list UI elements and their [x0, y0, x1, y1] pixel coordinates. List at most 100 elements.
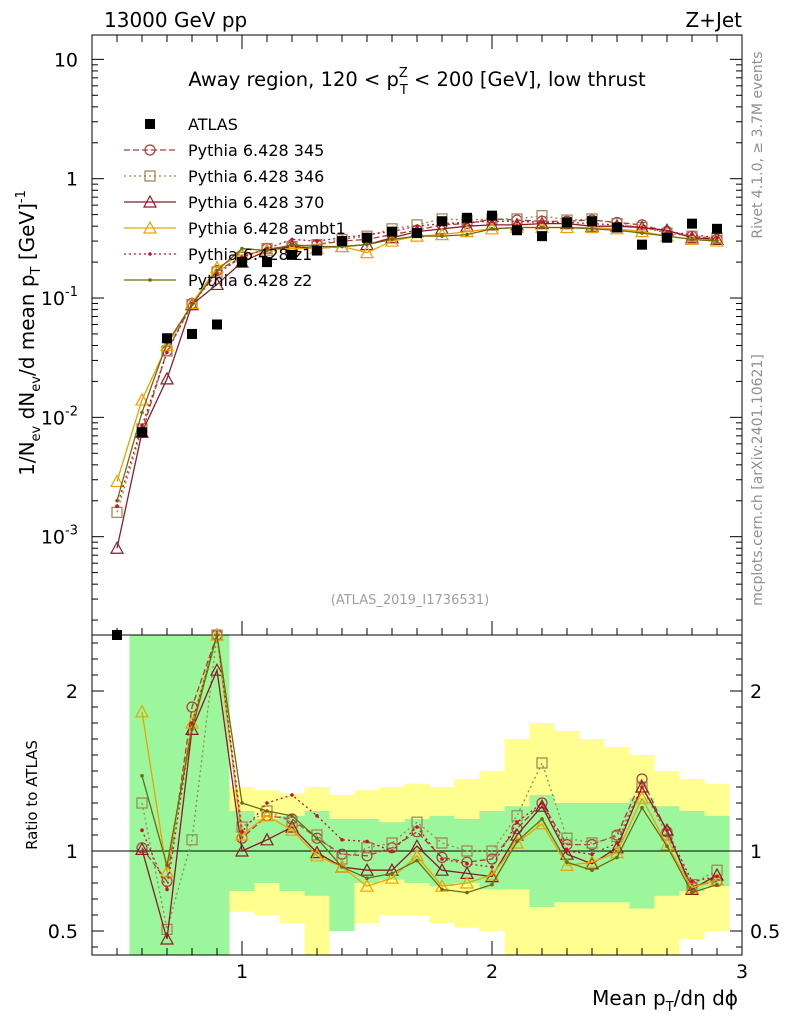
ratio-point [590, 868, 594, 872]
data-point [665, 229, 669, 234]
ratio-point [715, 882, 719, 887]
ratio-point [265, 801, 269, 805]
ratio-point [640, 806, 644, 810]
ratio-series-line [141, 634, 718, 892]
data-point [290, 242, 294, 247]
legend-item: Pythia 6.428 346 [124, 167, 324, 186]
main-y-axis: 10-3 10-2 10-1 1 10 [41, 49, 742, 621]
data-point [115, 498, 119, 503]
ratio-point [290, 814, 294, 818]
ratio-point [536, 797, 548, 809]
data-point [511, 213, 523, 225]
data-point [434, 221, 450, 235]
data-point [540, 220, 544, 225]
series-pythia-6-428-z2 [115, 225, 719, 503]
ratio-point [240, 830, 244, 834]
legend-item: Pythia 6.428 370 [124, 193, 324, 212]
ratio-point [434, 862, 450, 876]
data-point [262, 257, 272, 268]
data-point [159, 338, 175, 352]
ratio-point [461, 845, 473, 857]
ratio-point [634, 790, 650, 804]
process-label: Z+Jet [685, 8, 742, 32]
data-point [134, 392, 150, 406]
main-series-layer [109, 210, 725, 640]
ratio-point [484, 867, 500, 881]
data-point [187, 328, 197, 339]
ratio-point [340, 838, 344, 842]
series-pythia-6-428-370 [109, 216, 725, 554]
data-point [709, 232, 725, 245]
main-y-tick-label: 10-2 [41, 404, 78, 429]
beam-label: 13000 GeV pp [104, 8, 247, 32]
ratio-point [186, 834, 198, 846]
ratio-point [340, 865, 344, 869]
data-point [140, 410, 144, 415]
ratio-point [365, 876, 369, 880]
ratio-point [309, 848, 325, 862]
ratio-point [509, 835, 525, 849]
data-point [115, 504, 119, 509]
ratio-point [159, 864, 175, 878]
ratio-point [465, 890, 469, 895]
data-point [437, 216, 447, 227]
data-point [290, 237, 294, 242]
ratio-point [690, 890, 694, 895]
ratio-y-axis-label: Ratio to ATLAS [23, 740, 41, 850]
ratio-point [361, 850, 373, 862]
ratio-point [409, 838, 425, 852]
ratio-point [234, 827, 250, 841]
green-band-bin [329, 819, 355, 931]
data-point [190, 302, 194, 307]
ratio-point [659, 822, 675, 836]
x-axis: 1 2 3 [91, 35, 748, 983]
ratio-point [284, 822, 300, 836]
data-point [537, 231, 547, 242]
legend-marker [142, 194, 158, 208]
data-point [465, 232, 469, 237]
main-y-tick-label: 10 [54, 49, 78, 71]
legend-marker [145, 119, 155, 129]
series-line [116, 226, 718, 482]
ratio-point [209, 627, 225, 641]
ratio-y-axis: 0.5 0.5 1 1 2 2 [48, 642, 780, 948]
ratio-point [540, 801, 544, 805]
ratio-point [561, 832, 573, 844]
ratio-series-pythia-6-428-z2 [140, 633, 719, 895]
ratio-point [390, 871, 394, 876]
mcplots-label: mcplots.cern.ch [arXiv:2401.10621] [750, 354, 766, 606]
data-point [159, 371, 175, 385]
ratio-point [215, 633, 219, 637]
ratio-point [565, 860, 569, 864]
ratio-point [615, 855, 619, 860]
ratio-y-tick-label: 1 [66, 841, 78, 863]
ratio-point [440, 857, 444, 861]
legend-label: Pythia 6.428 ambt1 [188, 219, 346, 238]
data-point [109, 540, 125, 554]
data-point [359, 245, 375, 259]
ratio-point [140, 828, 144, 832]
data-point [384, 230, 400, 244]
data-point [237, 257, 247, 268]
data-point [240, 246, 244, 251]
ratio-point [209, 662, 225, 676]
data-point [684, 230, 700, 244]
ratio-point [265, 809, 269, 813]
ratio-y-tick-label-right: 2 [750, 681, 762, 703]
data-point [440, 234, 444, 238]
legend-item: Pythia 6.428 z1 [124, 245, 312, 264]
ratio-point [590, 852, 594, 856]
legend-marker [148, 278, 152, 282]
ratio-point [415, 858, 419, 863]
data-point [109, 474, 125, 488]
data-point [662, 232, 672, 243]
data-point [412, 228, 422, 239]
ratio-point [665, 828, 669, 832]
legend-marker [144, 170, 156, 182]
data-point [390, 237, 394, 242]
ratio-point [565, 849, 569, 853]
ratio-point [636, 773, 648, 785]
ratio-point [536, 757, 548, 769]
ratio-point [315, 836, 319, 840]
legend-label: ATLAS [188, 115, 238, 134]
